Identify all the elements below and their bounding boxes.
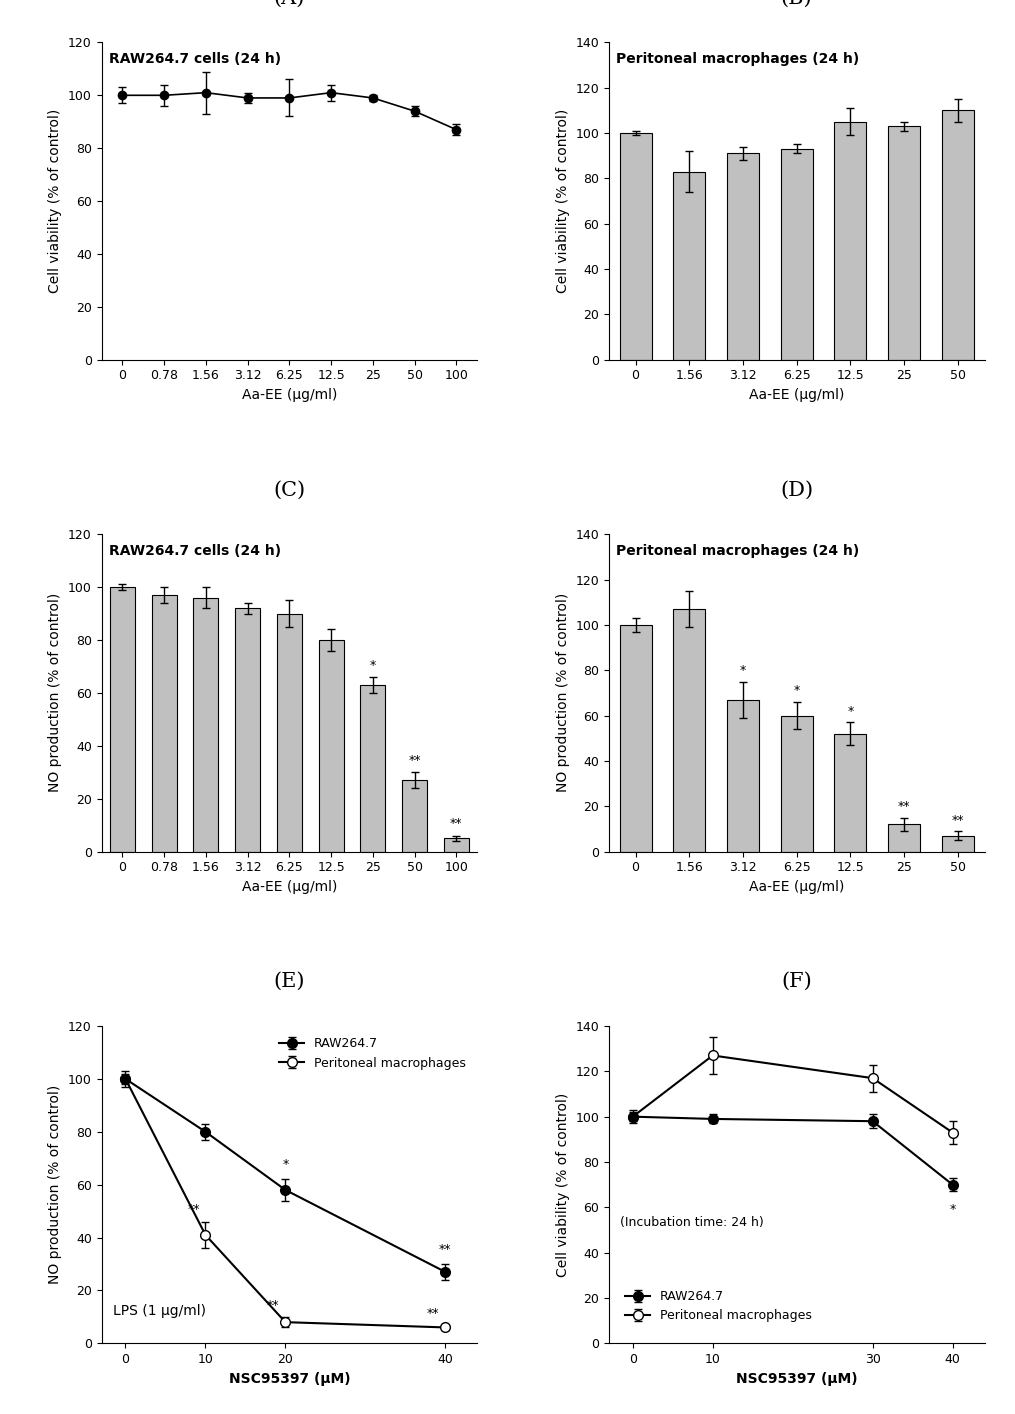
Text: *: * — [848, 704, 854, 718]
Bar — [235, 608, 260, 851]
Bar — [319, 641, 344, 851]
Bar — [277, 614, 301, 851]
Y-axis label: NO production (% of control): NO production (% of control) — [555, 594, 569, 792]
Y-axis label: Cell viability (% of control): Cell viability (% of control) — [555, 1093, 569, 1277]
Text: **: ** — [187, 1203, 200, 1216]
X-axis label: Aa-EE (μg/ml): Aa-EE (μg/ml) — [749, 880, 844, 894]
Bar — [151, 595, 177, 851]
Text: *: * — [369, 659, 376, 672]
Y-axis label: Cell viability (% of control): Cell viability (% of control) — [555, 109, 569, 293]
Text: RAW264.7 cells (24 h): RAW264.7 cells (24 h) — [109, 544, 281, 557]
Y-axis label: NO production (% of control): NO production (% of control) — [49, 1085, 62, 1284]
Title: (C): (C) — [273, 481, 306, 499]
Text: LPS (1 μg/ml): LPS (1 μg/ml) — [113, 1304, 206, 1318]
Bar — [402, 781, 427, 851]
Bar — [727, 700, 759, 851]
Title: (F): (F) — [782, 971, 812, 991]
Bar — [781, 148, 813, 359]
Bar — [360, 684, 386, 851]
Bar — [888, 126, 921, 359]
Bar — [110, 587, 135, 851]
X-axis label: Aa-EE (μg/ml): Aa-EE (μg/ml) — [242, 387, 337, 402]
Text: *: * — [794, 684, 800, 697]
Text: **: ** — [898, 800, 910, 813]
Bar — [888, 824, 921, 851]
Text: **: ** — [951, 813, 964, 827]
Text: *: * — [282, 1158, 288, 1171]
Text: *: * — [740, 665, 746, 677]
Bar — [673, 171, 705, 359]
Bar — [834, 122, 867, 359]
X-axis label: Aa-EE (μg/ml): Aa-EE (μg/ml) — [749, 387, 844, 402]
Text: RAW264.7 cells (24 h): RAW264.7 cells (24 h) — [109, 52, 281, 66]
X-axis label: NSC95397 (μM): NSC95397 (μM) — [228, 1372, 350, 1386]
Bar — [727, 154, 759, 359]
Y-axis label: Cell viability (% of control): Cell viability (% of control) — [49, 109, 62, 293]
Text: **: ** — [427, 1307, 439, 1319]
Text: **: ** — [439, 1243, 452, 1256]
Title: (A): (A) — [274, 0, 306, 7]
Bar — [942, 110, 973, 359]
Bar — [444, 839, 469, 851]
Text: **: ** — [408, 754, 421, 766]
Bar — [619, 625, 652, 851]
X-axis label: NSC95397 (μM): NSC95397 (μM) — [736, 1372, 858, 1386]
Text: *: * — [949, 1203, 956, 1216]
Text: **: ** — [267, 1298, 280, 1312]
Title: (E): (E) — [274, 971, 306, 991]
Text: Peritoneal macrophages (24 h): Peritoneal macrophages (24 h) — [616, 52, 860, 66]
Text: Peritoneal macrophages (24 h): Peritoneal macrophages (24 h) — [616, 544, 860, 557]
Bar — [942, 836, 973, 851]
Legend: RAW264.7, Peritoneal macrophages: RAW264.7, Peritoneal macrophages — [620, 1285, 817, 1328]
Bar — [834, 734, 867, 851]
Legend: RAW264.7, Peritoneal macrophages: RAW264.7, Peritoneal macrophages — [274, 1032, 471, 1075]
Bar — [619, 133, 652, 359]
Text: (Incubation time: 24 h): (Incubation time: 24 h) — [620, 1216, 764, 1229]
Bar — [673, 609, 705, 851]
Bar — [781, 715, 813, 851]
Text: **: ** — [450, 817, 463, 830]
Y-axis label: NO production (% of control): NO production (% of control) — [49, 594, 62, 792]
Title: (B): (B) — [781, 0, 812, 7]
Title: (D): (D) — [781, 481, 813, 499]
X-axis label: Aa-EE (μg/ml): Aa-EE (μg/ml) — [242, 880, 337, 894]
Bar — [193, 598, 218, 851]
